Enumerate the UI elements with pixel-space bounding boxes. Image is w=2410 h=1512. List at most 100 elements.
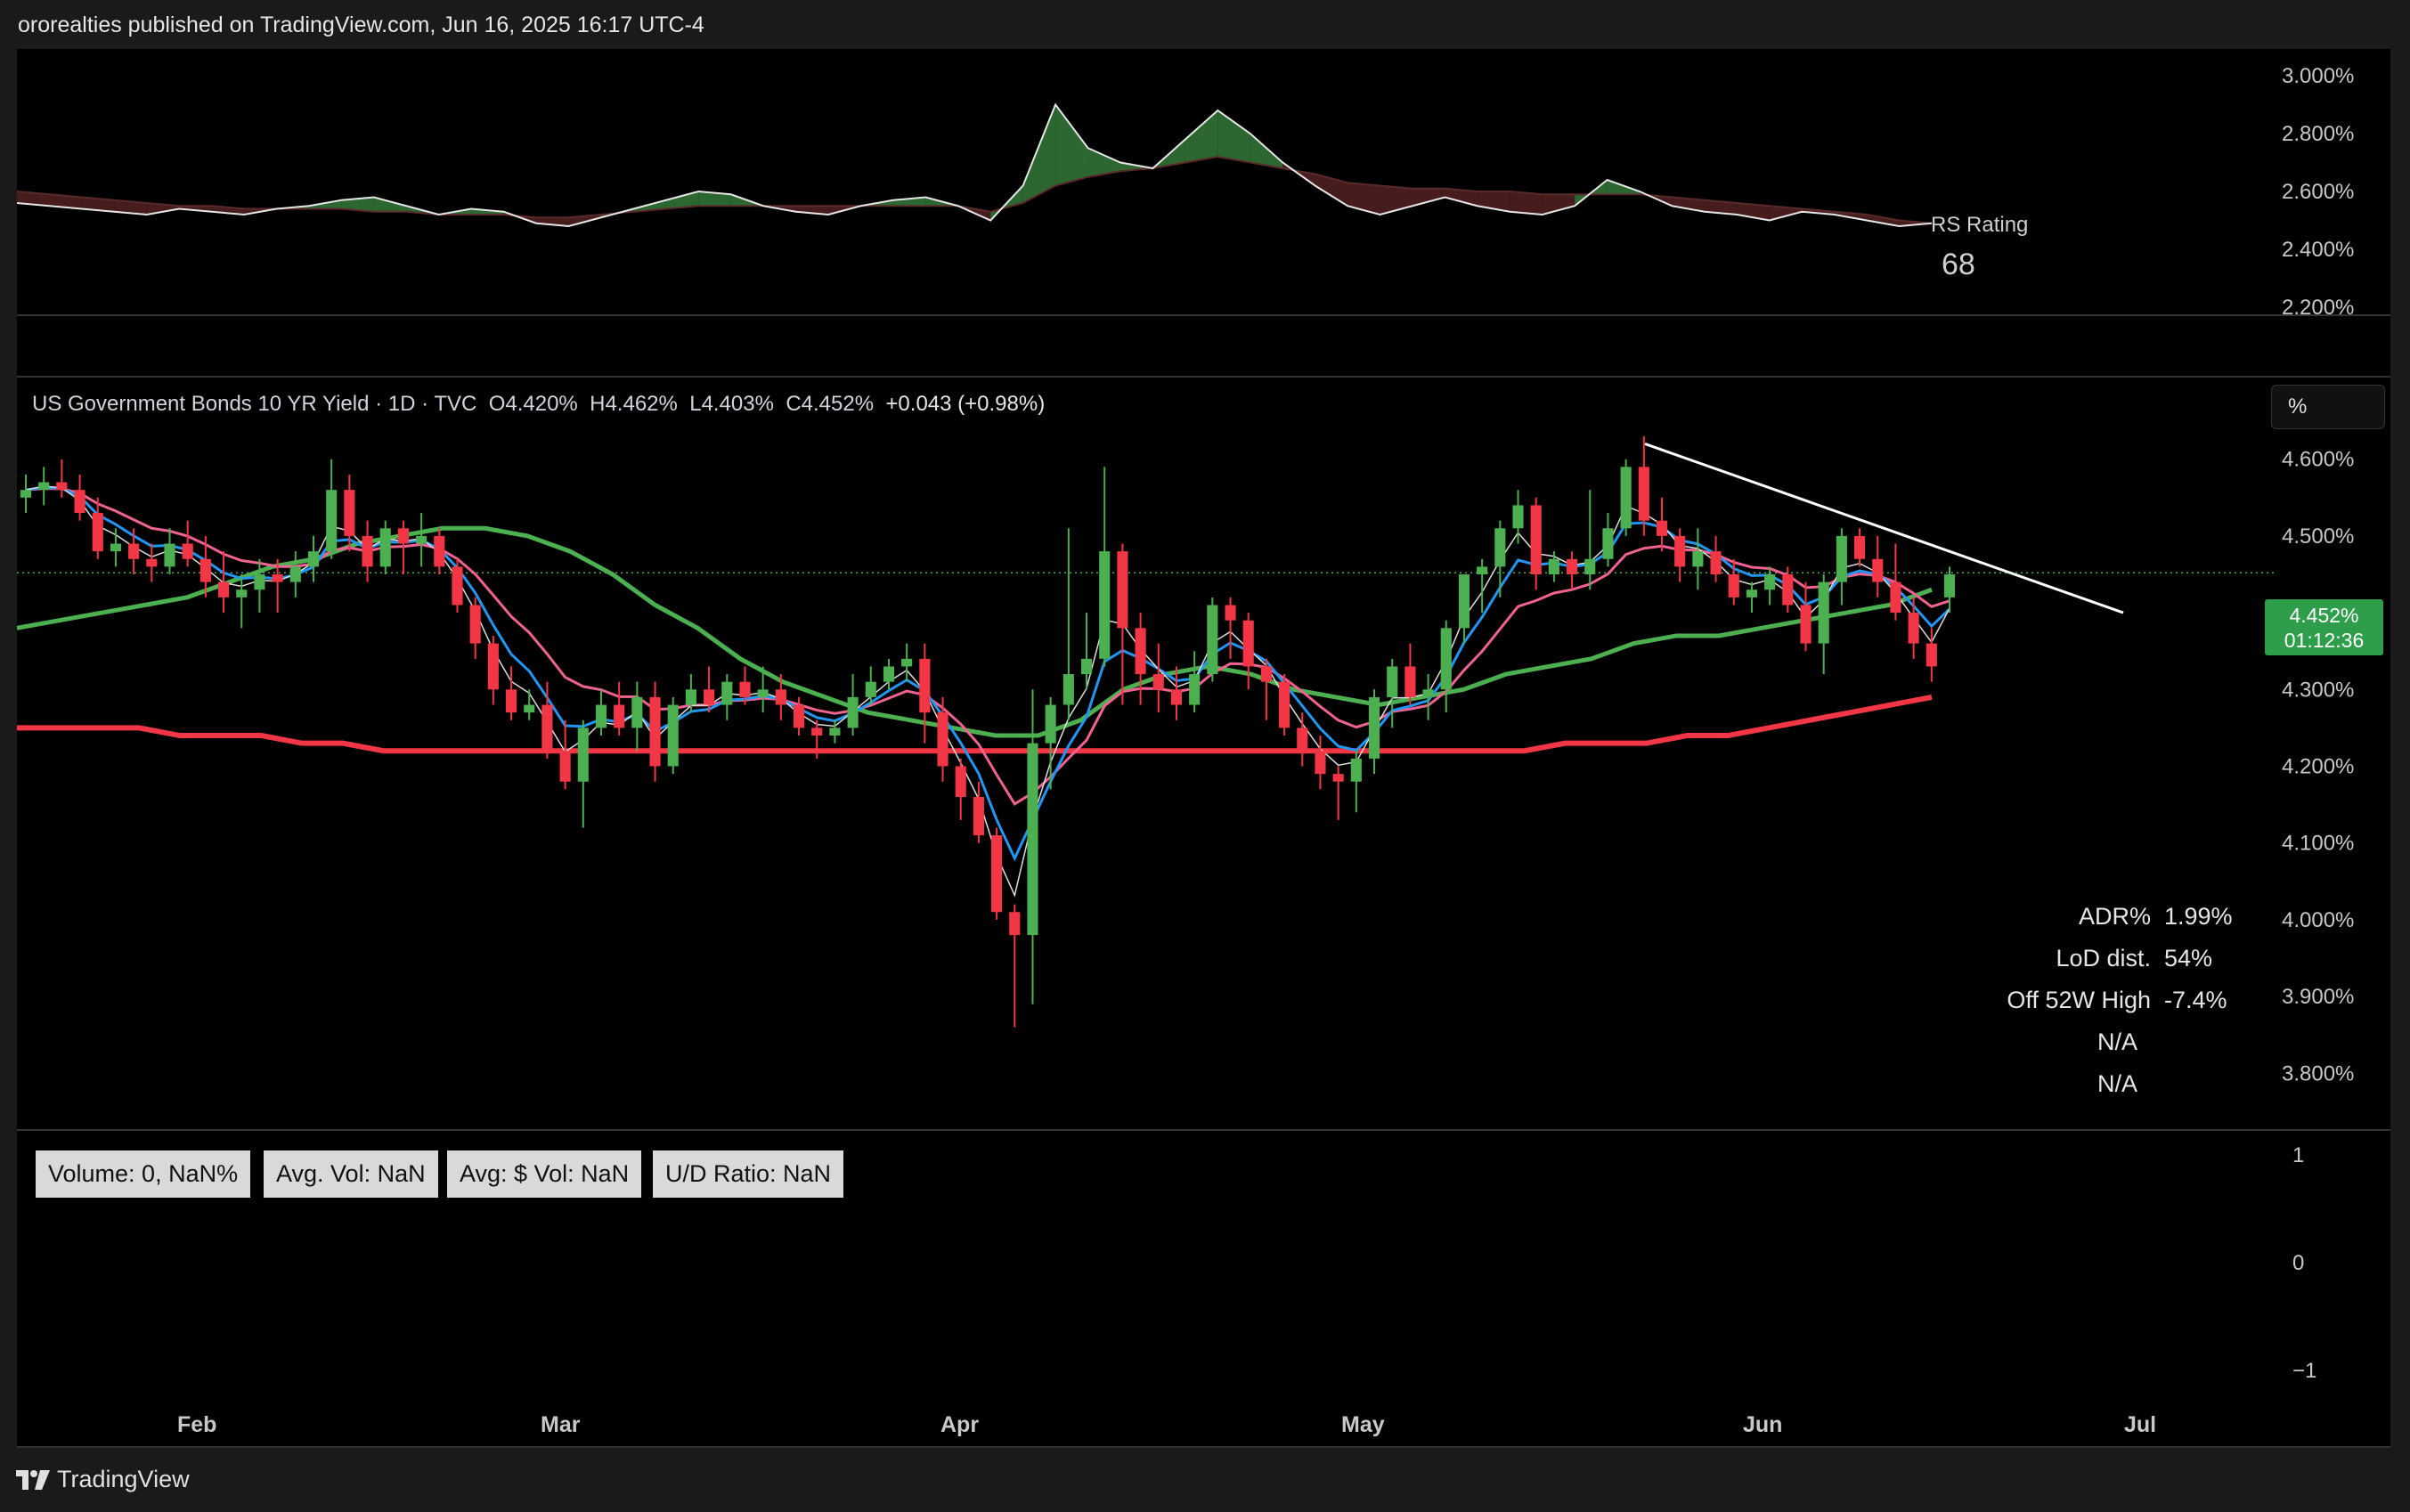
candle <box>847 674 859 736</box>
candle-body <box>1080 658 1093 675</box>
candle-body <box>1368 696 1380 759</box>
candle <box>1908 597 1919 659</box>
candle-body <box>1872 558 1884 582</box>
candle <box>1368 689 1380 775</box>
rs-fill-segment <box>1672 197 1705 212</box>
candle <box>631 681 643 752</box>
candle-body <box>524 704 535 713</box>
tradingview-logo[interactable]: TradingView <box>16 1466 190 1493</box>
candle <box>307 535 320 582</box>
candle <box>937 696 949 782</box>
candle <box>379 520 391 574</box>
rs-line <box>17 102 1933 228</box>
candle-body <box>1045 704 1056 744</box>
last-price-tag: 4.452% 01:12:36 <box>2265 599 2383 655</box>
high-value: 4.462% <box>605 392 678 416</box>
low-label: L <box>689 392 702 416</box>
candle <box>289 551 301 597</box>
ema-10-line <box>25 487 1950 806</box>
rs-axis-tick: 2.800% <box>2282 122 2354 146</box>
candle-body <box>1458 574 1470 629</box>
candle <box>1656 497 1668 552</box>
candle <box>793 696 805 736</box>
candle <box>487 635 499 705</box>
candle-body <box>1530 505 1542 574</box>
rs-fill-segment <box>1412 188 1445 207</box>
candle-body <box>937 712 949 767</box>
candle-body <box>1890 581 1901 614</box>
candle-body <box>1764 574 1776 590</box>
open-value: 4.420% <box>505 392 578 416</box>
candle-body <box>362 535 373 567</box>
candle <box>1800 581 1812 652</box>
time-axis-tick: Feb <box>177 1412 216 1437</box>
candle <box>614 681 625 736</box>
candle <box>1710 535 1722 582</box>
candle <box>38 467 50 506</box>
candle-body <box>1908 613 1919 644</box>
candle-body <box>1692 551 1704 567</box>
candle-body <box>1260 666 1272 682</box>
volume-axis-tick: −1 <box>2292 1359 2316 1383</box>
low-value: 4.403% <box>701 392 774 416</box>
candle-body <box>56 482 68 491</box>
candle <box>757 666 769 713</box>
rs-fill-segment <box>665 191 699 209</box>
candle-body <box>1027 743 1038 936</box>
close-label: C <box>786 392 802 416</box>
candle <box>595 689 607 736</box>
rs-fill-segment <box>1769 206 1803 221</box>
candle-body <box>1135 628 1146 675</box>
candle-body <box>973 796 984 836</box>
candle-body <box>704 689 715 705</box>
time-axis-tick: May <box>1341 1412 1385 1437</box>
candle-body <box>1152 674 1164 690</box>
candle-body <box>739 681 751 697</box>
candle <box>1080 613 1093 690</box>
candle <box>1602 513 1614 567</box>
symbol-legend[interactable]: US Government Bonds 10 YR Yield · 1D · T… <box>32 392 1045 417</box>
chart-frame[interactable]: 3.000% 2.800% 2.600% 2.400% 2.200% 4.600% 4.5… <box>17 49 2390 1448</box>
rs-axis-tick: 3.000% <box>2282 64 2354 88</box>
candle-body <box>164 543 175 567</box>
candle <box>991 827 1003 920</box>
candle-body <box>1315 751 1326 775</box>
candle <box>128 528 140 574</box>
candle-body <box>631 696 643 728</box>
chart-canvas[interactable]: 3.000% 2.800% 2.600% 2.400% 2.200% 4.600% 4.5… <box>17 49 2390 1448</box>
candle-body <box>1099 551 1111 659</box>
candle-body <box>955 766 966 797</box>
candle <box>1045 696 1056 790</box>
candle <box>182 520 193 567</box>
candle-body <box>1854 535 1866 559</box>
price-axis-tick: 4.000% <box>2282 908 2354 932</box>
candle <box>20 474 32 514</box>
stats-label: Off 52W High <box>2007 987 2151 1013</box>
candle <box>1170 666 1183 720</box>
candle-body <box>92 513 103 552</box>
candle <box>272 558 283 614</box>
candle-body <box>326 490 338 552</box>
candle-body <box>1297 728 1308 752</box>
volume-axis-tick: 1 <box>2292 1143 2304 1167</box>
candle-body <box>1710 551 1722 574</box>
candle <box>1009 904 1021 1028</box>
candle-body <box>1225 605 1236 621</box>
rs-ma-line <box>17 155 1933 224</box>
candle <box>1764 566 1776 606</box>
percent-scale-button[interactable]: % <box>2271 385 2385 429</box>
rs-fill-segment <box>1022 104 1056 203</box>
candle <box>1350 751 1362 813</box>
candle <box>1494 520 1506 597</box>
candle-body <box>1117 551 1128 629</box>
candle <box>883 658 895 690</box>
candle-body <box>434 535 445 567</box>
candle-body <box>218 581 230 597</box>
candle-body <box>1602 528 1614 559</box>
candle-body <box>811 728 823 736</box>
candle-body <box>38 482 50 491</box>
candle <box>955 758 966 820</box>
rs-fill-segment <box>1250 134 1283 168</box>
candle <box>1943 566 1956 614</box>
candle <box>775 674 786 720</box>
